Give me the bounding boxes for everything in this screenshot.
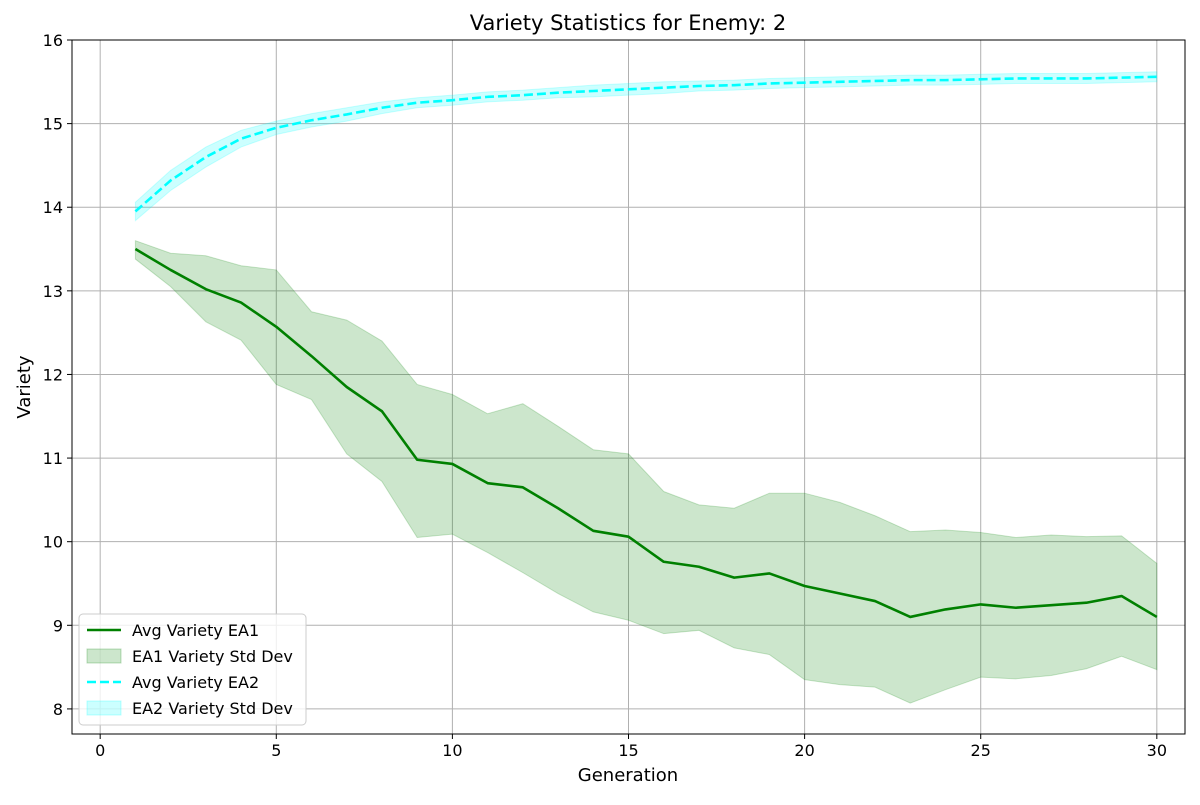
series-line-ea1 [134, 247, 1158, 619]
x-tick-label: 5 [271, 741, 281, 760]
legend-box [78, 613, 307, 726]
legend-label: EA1 Variety Std Dev [132, 647, 293, 666]
grid [72, 39, 1185, 734]
y-tick-label: 13 [43, 282, 63, 301]
legend: Avg Variety EA1 EA1 Variety Std Dev Avg Va… [78, 613, 307, 726]
legend-patch-swatch [86, 700, 122, 716]
chart-title: Variety Statistics for Enemy: 2 [470, 11, 787, 35]
series-lines [134, 75, 1158, 619]
x-axis-label: Generation [578, 765, 678, 786]
x-tick-label: 0 [95, 741, 105, 760]
y-axis-label: Variety [14, 355, 35, 418]
axis-ticks: 0 5 10 15 20 25 30 8 9 10 11 12 13 14 15 16 [43, 31, 1167, 760]
y-tick-label: 10 [43, 533, 63, 552]
std-dev-bands [134, 71, 1158, 704]
legend-label: Avg Variety EA1 [132, 621, 259, 640]
x-tick-label: 15 [618, 741, 638, 760]
x-tick-label: 20 [794, 741, 814, 760]
y-tick-label: 14 [43, 198, 63, 217]
std-dev-band-ea1 [134, 239, 1158, 704]
x-tick-label: 10 [442, 741, 462, 760]
legend-patch-swatch [86, 648, 122, 664]
x-tick-label: 30 [1147, 741, 1167, 760]
y-tick-label: 15 [43, 115, 63, 134]
legend-label: EA2 Variety Std Dev [132, 699, 293, 718]
std-dev-band-ea2 [134, 71, 1158, 222]
y-tick-label: 8 [53, 700, 63, 719]
series-line-ea2 [134, 75, 1157, 213]
y-tick-label: 12 [43, 365, 63, 384]
y-tick-label: 11 [43, 449, 63, 468]
y-tick-label: 9 [53, 616, 63, 635]
legend-label: Avg Variety EA2 [132, 673, 259, 692]
x-tick-label: 25 [971, 741, 991, 760]
y-tick-label: 16 [43, 31, 63, 50]
